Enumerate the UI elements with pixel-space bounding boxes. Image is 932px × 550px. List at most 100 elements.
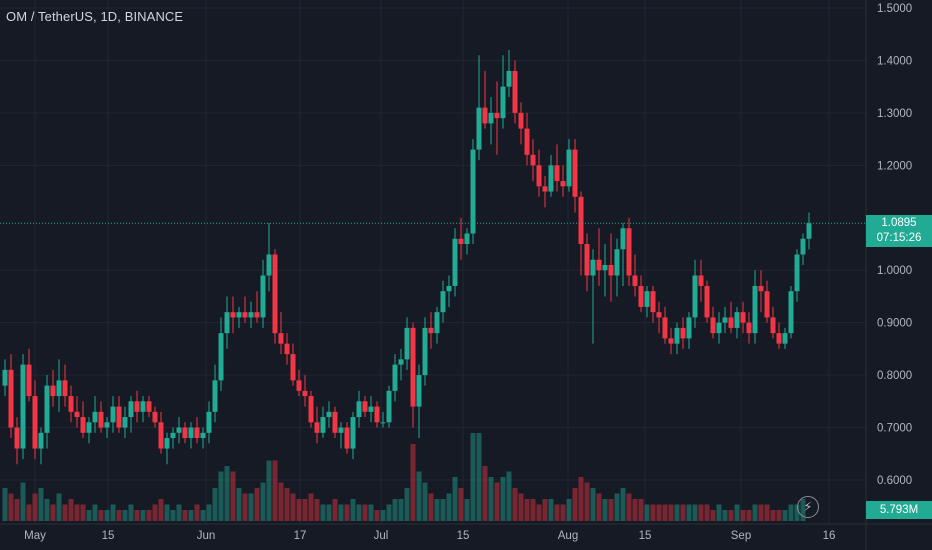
- volume-bar: [602, 499, 608, 521]
- volume-bar: [410, 444, 416, 521]
- volume-bar: [596, 493, 602, 521]
- volume-bar: [404, 488, 410, 521]
- candle-body: [446, 285, 452, 292]
- volume-bar: [392, 499, 398, 521]
- volume-bar: [566, 499, 572, 521]
- volume-bar: [332, 499, 338, 521]
- volume-bar: [266, 460, 272, 521]
- candle-body: [650, 291, 656, 313]
- volume-bar: [506, 471, 512, 521]
- volume-bar: [98, 510, 104, 521]
- volume-bar: [320, 504, 326, 521]
- candle-body: [530, 154, 536, 166]
- candle-body: [626, 228, 632, 276]
- candle-body: [290, 354, 296, 381]
- symbol-title: OM / TetherUS, 1D, BINANCE: [6, 9, 184, 24]
- candle-body: [26, 364, 32, 397]
- volume-bar: [104, 510, 110, 521]
- volume-bar: [590, 488, 596, 521]
- candle-body: [464, 233, 470, 244]
- candle-body: [2, 369, 8, 386]
- volume-bar: [518, 493, 524, 521]
- candle-body: [674, 327, 680, 344]
- time-axis-label: Aug: [558, 530, 578, 542]
- candle-body: [716, 322, 722, 334]
- volume-bar: [8, 493, 14, 521]
- volume-bar: [278, 482, 284, 521]
- candle-body: [416, 375, 422, 407]
- candle-body: [194, 427, 200, 439]
- candle-body: [254, 312, 260, 318]
- volume-bar: [704, 504, 710, 521]
- candle-body: [422, 327, 428, 376]
- volume-bar: [212, 488, 218, 521]
- volume-bar: [236, 488, 242, 521]
- candle-body: [632, 275, 638, 286]
- candle-body: [704, 285, 710, 318]
- volume-bar: [110, 504, 116, 521]
- volume-bar: [2, 488, 8, 521]
- volume-bar: [140, 510, 146, 521]
- volume-bar: [530, 499, 536, 521]
- candle-body: [50, 385, 56, 397]
- volume-bar: [680, 504, 686, 521]
- candle-body: [494, 112, 500, 119]
- volume-bar: [428, 493, 434, 521]
- volume-bar: [512, 488, 518, 521]
- candle-body: [482, 107, 488, 124]
- candle-body: [320, 417, 326, 433]
- volume-bar: [746, 510, 752, 521]
- volume-bar: [548, 499, 554, 521]
- candle-body: [794, 254, 800, 292]
- candle-body: [566, 149, 572, 187]
- candle-body: [602, 264, 608, 271]
- volume-bar: [260, 482, 266, 521]
- candle-body: [710, 317, 716, 334]
- volume-bar: [302, 499, 308, 521]
- candle-body: [200, 432, 206, 439]
- candle-body: [584, 244, 590, 276]
- volume-bar: [650, 504, 656, 521]
- time-axis-label: Sep: [731, 530, 751, 542]
- candle-body: [440, 291, 446, 313]
- candle-body: [734, 312, 740, 328]
- volume-bar: [626, 493, 632, 521]
- volume-bar: [608, 499, 614, 521]
- candle-body: [542, 186, 548, 192]
- volume-bar: [500, 477, 506, 521]
- candle-body: [116, 406, 122, 428]
- volume-bar: [20, 482, 26, 521]
- candle-body: [86, 422, 92, 433]
- candle-body: [272, 254, 278, 334]
- candle-body: [68, 396, 74, 412]
- volume-bar: [32, 493, 38, 521]
- candle-body: [680, 327, 686, 339]
- volume-bar: [644, 504, 650, 521]
- volume-bar: [128, 504, 134, 521]
- volume-bar: [770, 510, 776, 521]
- volume-bar: [350, 499, 356, 521]
- candle-body: [500, 86, 506, 119]
- lightning-icon[interactable]: ⚡: [797, 496, 819, 518]
- time-axis-label: 15: [102, 530, 115, 542]
- volume-bar: [416, 471, 422, 521]
- countdown-timer: 07:15:26: [876, 232, 922, 245]
- volume-bar: [122, 510, 128, 521]
- volume-bar: [170, 510, 176, 521]
- volume-bar: [284, 488, 290, 521]
- candle-body: [398, 359, 404, 365]
- volume-bar: [464, 499, 470, 521]
- time-axis-label: 17: [294, 530, 307, 542]
- volume-bar: [38, 488, 44, 521]
- candle-body: [302, 390, 308, 397]
- candle-body: [212, 380, 218, 412]
- volume-bar: [764, 504, 770, 521]
- candle-body: [338, 427, 344, 433]
- volume-bar: [578, 477, 584, 521]
- volume-bar: [716, 504, 722, 521]
- volume-bar: [740, 510, 746, 521]
- volume-bar: [80, 504, 86, 521]
- candle-body: [188, 427, 194, 439]
